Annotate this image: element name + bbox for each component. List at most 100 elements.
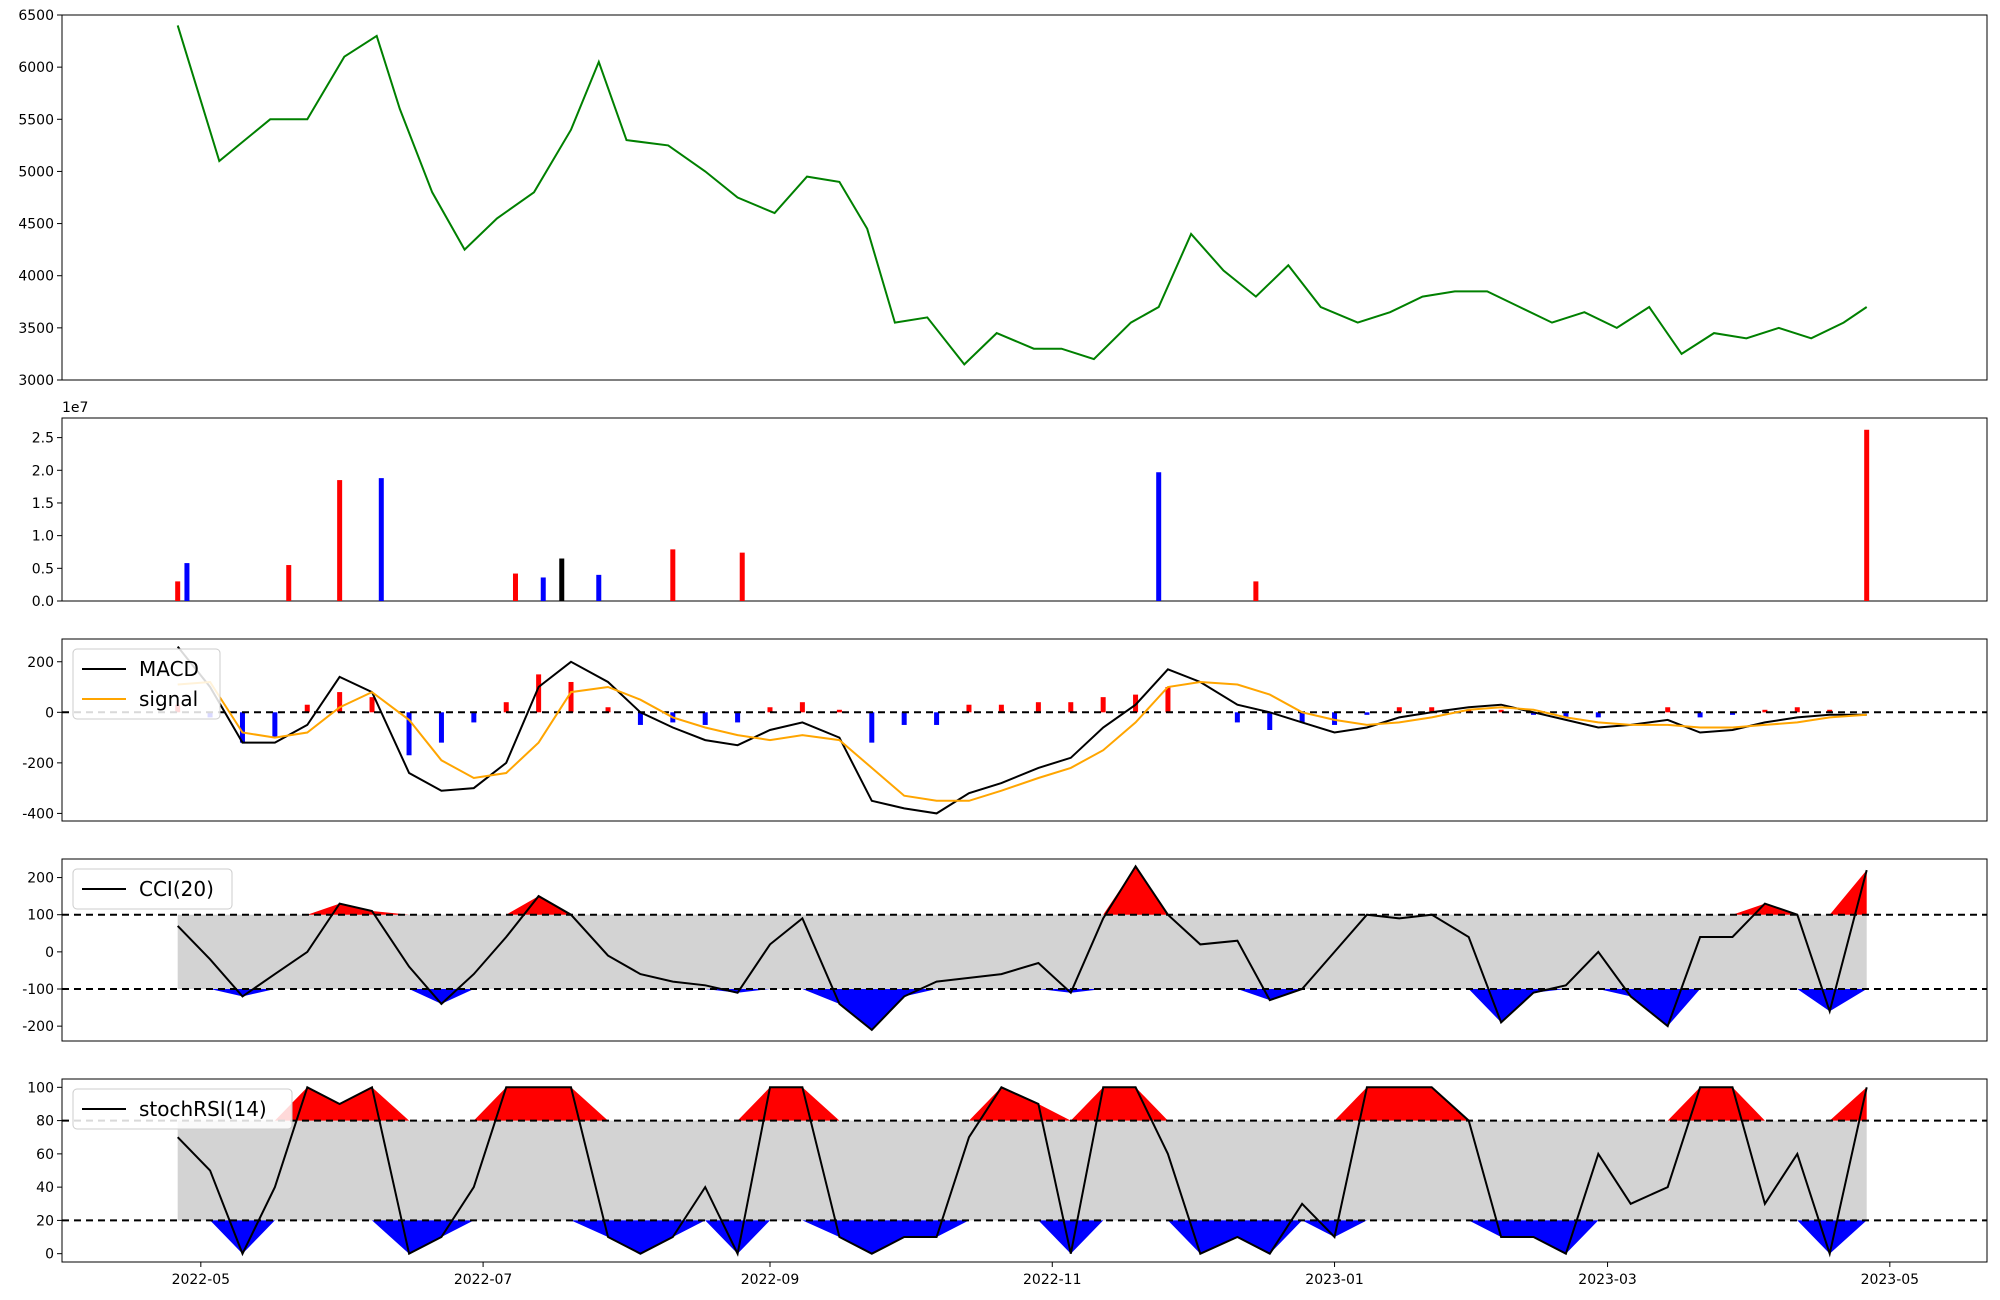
y-tick-label: 6500 [18, 8, 54, 24]
macd-histogram-bar [1794, 707, 1800, 713]
y-tick-label: 0 [45, 1247, 54, 1263]
y-tick-label: 60 [36, 1147, 54, 1163]
macd-histogram-bar [337, 692, 343, 713]
y-tick-label: 0 [45, 705, 54, 721]
volume-bar [540, 577, 546, 601]
y-tick-label: 200 [27, 871, 54, 887]
x-tick-label: 2022-11 [1023, 1272, 1082, 1288]
volume-bar [184, 563, 190, 601]
macd-histogram-bar [767, 707, 773, 713]
x-tick-label: 2023-01 [1305, 1272, 1364, 1288]
volume-bar [739, 552, 745, 601]
macd-histogram-bar [1563, 712, 1569, 718]
volume-bar [286, 565, 292, 601]
y-tick-label: 20 [36, 1213, 54, 1229]
volume-bar [378, 478, 384, 601]
panel-5-frame [61, 1078, 1988, 1263]
macd-histogram-bar [239, 712, 245, 743]
y-tick-label: 2.0 [32, 463, 54, 479]
macd-histogram-bar [1466, 709, 1472, 713]
price-line [176, 25, 1868, 366]
x-tick-label: 2022-05 [172, 1272, 231, 1288]
y-tick-label: 4000 [18, 269, 54, 285]
macd-histogram-bar [1364, 712, 1370, 715]
macd-histogram-bar [406, 712, 412, 756]
stochrsi-band [177, 1120, 1867, 1221]
y-tick-label: 200 [27, 655, 54, 671]
x-tick-label: 2022-09 [741, 1272, 800, 1288]
y-tick-label: 1.5 [32, 496, 54, 512]
macd-histogram-bar [1035, 702, 1041, 713]
y-tick-label: 0 [45, 945, 54, 961]
macd-macd-line [176, 645, 1867, 815]
macd-histogram-bar [1827, 709, 1833, 713]
y-tick-label: -100 [22, 982, 54, 998]
x-tick-label: 2023-05 [1861, 1272, 1920, 1288]
macd-histogram-bar [1729, 712, 1735, 715]
y-tick-label: 6000 [18, 60, 54, 76]
macd-histogram-bar [869, 712, 875, 743]
macd-histogram-bar [799, 702, 805, 713]
macd-histogram-bar [1498, 709, 1504, 713]
macd-histogram-bar [637, 712, 643, 725]
legend-label: stochRSI(14) [139, 1097, 267, 1121]
macd-histogram-bar [438, 712, 444, 743]
x-tick-label: 2022-07 [454, 1272, 513, 1288]
y-tick-label: 100 [27, 1080, 54, 1096]
macd-signal-line [177, 680, 1867, 802]
macd-histogram-bar [304, 704, 310, 713]
stochrsi-overbought-fill [177, 1087, 1867, 1121]
panel-4-frame [61, 858, 1988, 1042]
macd-histogram-bar [901, 712, 907, 725]
macd-histogram-bar [966, 704, 972, 713]
stochrsi-line [176, 1085, 1868, 1258]
macd-histogram-bar [1762, 709, 1768, 713]
legend-box [72, 1088, 293, 1130]
macd-histogram-bar [568, 681, 574, 713]
macd-histogram-bar [1429, 707, 1435, 713]
legend-label: MACD [139, 657, 199, 681]
y-tick-label: 3000 [18, 373, 54, 389]
panel-1-frame [61, 14, 1988, 381]
y-tick-label: 0.0 [32, 594, 54, 610]
macd-histogram-bar [1068, 702, 1074, 713]
macd-histogram-bar [272, 712, 278, 738]
macd-histogram-bar [1595, 712, 1601, 718]
macd-histogram-bar [934, 712, 940, 725]
volume-bar [175, 581, 181, 601]
legend-box [72, 868, 233, 910]
volume-bar [1156, 472, 1162, 601]
macd-histogram-bar [1396, 707, 1402, 713]
volume-bar [596, 574, 602, 601]
y-tick-label: -400 [22, 806, 54, 822]
stochrsi-oversold-fill [177, 1220, 1867, 1254]
macd-histogram-bar [503, 702, 509, 713]
y-tick-label: 5000 [18, 164, 54, 180]
x-tick-label: 2023-03 [1578, 1272, 1637, 1288]
legend-label: signal [139, 687, 198, 711]
y-tick-label: 1.0 [32, 529, 54, 545]
cci-line [176, 864, 1868, 1032]
y-tick-label: -200 [22, 756, 54, 772]
macd-histogram-bar [605, 707, 611, 713]
macd-histogram-bar [836, 709, 842, 713]
macd-histogram-bar [1234, 712, 1240, 723]
volume-bar [559, 558, 565, 601]
macd-histogram-bar [1332, 712, 1338, 725]
volume-bar [1253, 581, 1259, 601]
legend-box [72, 648, 221, 720]
y-tick-label: -200 [22, 1019, 54, 1035]
panel-2-frame [61, 417, 1988, 602]
volume-bar [337, 480, 343, 601]
volume-bar [670, 549, 676, 601]
volume-bar [1864, 429, 1870, 601]
macd-histogram-bar [1165, 687, 1171, 713]
macd-histogram-bar [1665, 707, 1671, 713]
macd-histogram-bar [702, 712, 708, 725]
macd-histogram-bar [1267, 712, 1273, 730]
macd-histogram-bar [735, 712, 741, 723]
cci-oversold-fill [177, 989, 1867, 1030]
macd-histogram-bar [471, 712, 477, 723]
volume-bar [512, 573, 518, 601]
